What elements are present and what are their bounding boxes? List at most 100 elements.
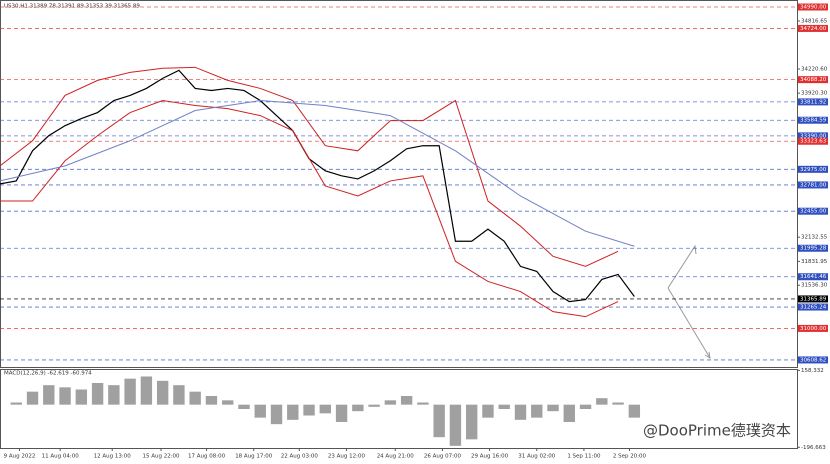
macd-bar	[628, 404, 641, 418]
level-label: 30608.62	[800, 357, 826, 363]
level-label: 32455.00	[800, 209, 827, 215]
x-tick-label: 23 Aug 12:00	[328, 454, 366, 460]
x-tick-label: 15 Aug 22:00	[142, 454, 180, 460]
level-label-box	[798, 76, 828, 84]
level-label: 32975.00	[800, 167, 827, 173]
x-tick-label: 12 Aug 13:00	[94, 454, 132, 460]
macd-bar	[368, 404, 380, 407]
level-label: 33323.63	[800, 139, 827, 145]
x-tick-label: 24 Aug 21:00	[377, 454, 415, 460]
x-tick-label: 11 Aug 04:00	[42, 454, 80, 460]
y-tick-label: 33920.30	[801, 91, 828, 97]
macd-bar	[173, 385, 185, 405]
level-label-box	[798, 207, 828, 215]
price-line	[0, 100, 619, 318]
level-label: 34724.00	[800, 26, 827, 32]
macd-bar	[531, 404, 543, 418]
macd-title: MACD(12,26,9) -62.619 -60.974	[4, 371, 92, 377]
macd-bar	[108, 385, 120, 405]
x-tick-label: 2 Sep 20:00	[613, 454, 647, 460]
level-label-box	[798, 24, 828, 32]
x-tick-label: 22 Aug 03:00	[281, 454, 319, 460]
x-tick-label: 31 Aug 02:00	[518, 454, 556, 460]
level-label-box	[798, 3, 828, 11]
macd-bar	[222, 400, 234, 405]
level-label-box	[798, 303, 828, 311]
macd-bar	[189, 391, 201, 405]
macd-bar	[205, 396, 218, 405]
macd-bar	[514, 404, 527, 420]
y-tick-label: 32132.55	[801, 235, 828, 241]
level-label-box	[798, 244, 828, 252]
y-tick-label: 34816.65	[801, 18, 828, 24]
macd-bar	[319, 404, 331, 414]
macd-frame	[0, 369, 798, 449]
macd-bar	[433, 404, 445, 438]
macd-tick-label: 158.332	[801, 368, 824, 374]
level-label-box	[798, 98, 828, 106]
level-label: 33584.59	[800, 118, 827, 124]
x-tick-label: 17 Aug 08:00	[188, 454, 226, 460]
level-label: 31995.28	[800, 246, 827, 252]
y-tick-label: 34220.60	[801, 66, 828, 72]
level-label: 33390.00	[800, 133, 827, 139]
arrow-down	[667, 287, 711, 359]
macd-bar	[547, 404, 559, 412]
level-label-box	[798, 356, 828, 364]
macd-bar	[26, 391, 39, 405]
x-tick-label: 1 Sep 11:00	[567, 454, 601, 460]
macd-bar	[91, 383, 104, 405]
x-tick-label: 18 Aug 17:00	[235, 454, 273, 460]
price-line	[0, 69, 635, 303]
y-tick-label: 31536.30	[801, 283, 828, 289]
level-label: 34088.20	[800, 77, 827, 83]
macd-bar	[466, 404, 478, 440]
macd-bar	[482, 404, 494, 418]
y-tick-label: 31831.95	[801, 259, 828, 265]
level-label-box	[798, 165, 828, 173]
macd-bar	[140, 376, 153, 405]
macd-bar	[612, 402, 624, 405]
price-line	[0, 66, 619, 267]
projection-arrows	[667, 244, 711, 359]
macd-bar	[384, 400, 397, 405]
level-label: 31365.89	[800, 296, 827, 302]
macd-bar	[254, 404, 266, 418]
macd-bar	[303, 404, 315, 416]
macd-bar	[352, 404, 364, 412]
macd-bar	[287, 404, 299, 420]
watermark: @DooPrime德璞资本	[643, 422, 791, 440]
level-label-box	[798, 132, 828, 140]
level-label-box	[798, 181, 828, 189]
macd-bar	[75, 389, 88, 405]
macd-bar	[10, 402, 22, 405]
level-label: 31000.00	[800, 326, 827, 332]
level-label-box	[798, 273, 828, 281]
macd-bar	[124, 378, 136, 405]
macd-bar	[270, 404, 283, 425]
macd-bar	[400, 396, 413, 405]
level-label: 33811.92	[800, 99, 826, 105]
macd-bar	[59, 387, 71, 405]
x-tick-label: 9 Aug 2022	[4, 454, 36, 460]
macd-bar	[238, 404, 250, 409]
macd-bar	[563, 404, 575, 422]
level-label-box	[798, 137, 828, 145]
macd-bar	[417, 402, 429, 405]
level-label-box	[798, 116, 828, 124]
level-label: 32781.00	[800, 182, 827, 188]
macd-bar	[43, 385, 55, 405]
macd-bar	[498, 404, 510, 409]
macd-bar	[335, 404, 348, 422]
macd-bar	[156, 380, 169, 405]
arrow-up	[667, 244, 697, 289]
x-tick-label: 26 Aug 07:00	[424, 454, 462, 460]
level-label-box	[798, 295, 828, 303]
price-line	[0, 100, 635, 247]
level-label-box	[798, 324, 828, 332]
macd-bar	[596, 398, 608, 405]
macd-tick-label: -196.663	[801, 445, 826, 451]
level-label: 31641.46	[800, 274, 827, 280]
